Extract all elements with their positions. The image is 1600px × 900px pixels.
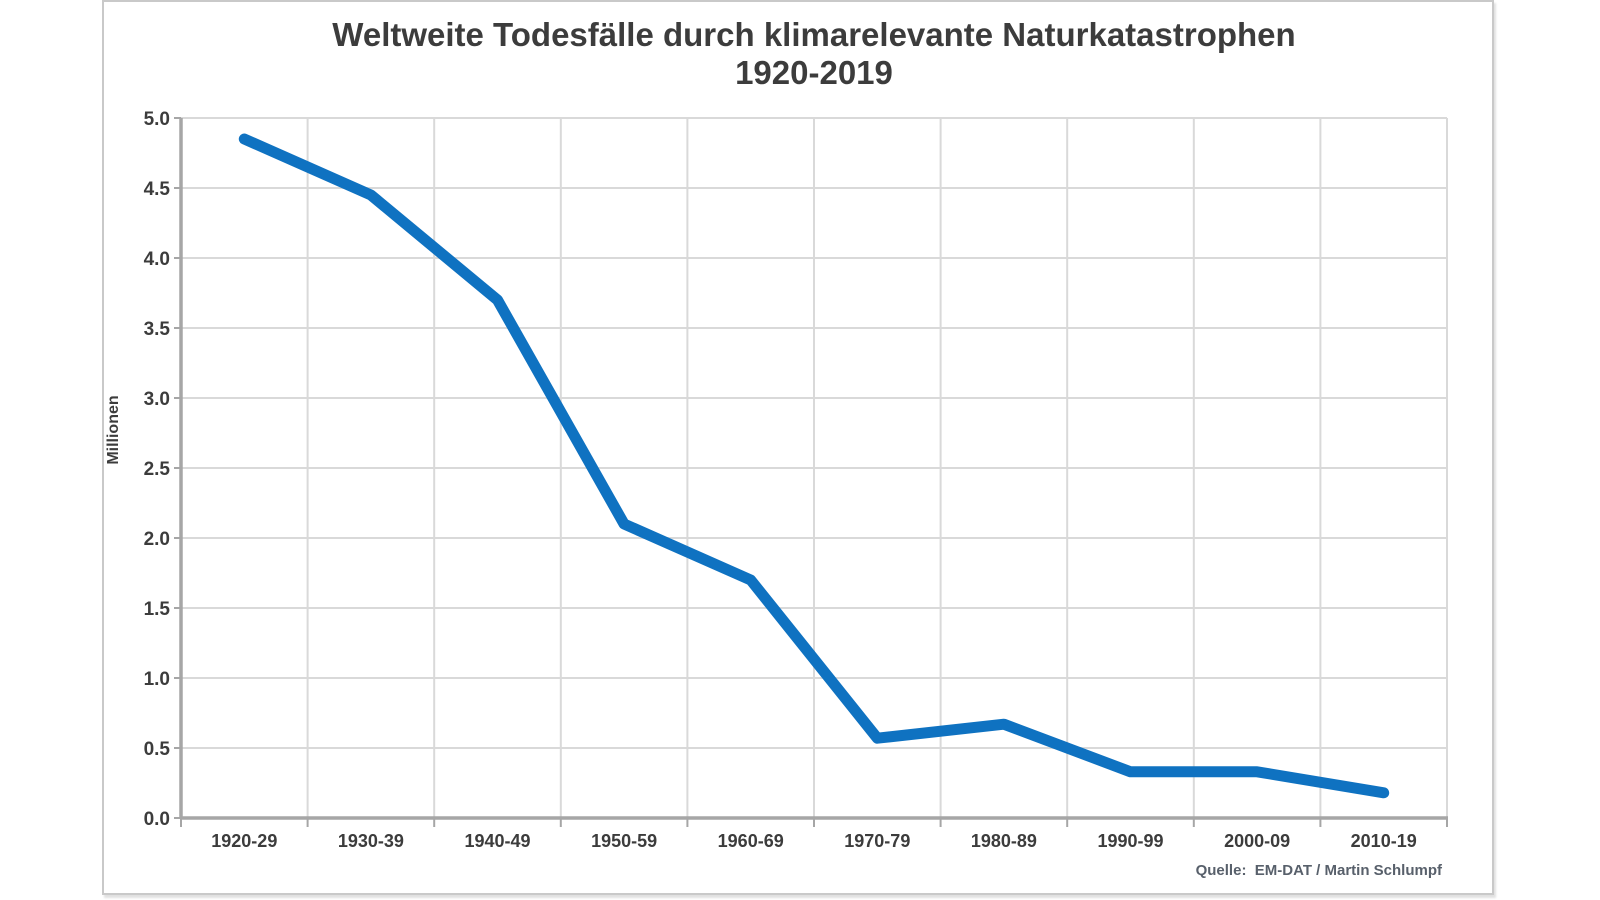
- x-tick-label: 2000-09: [1224, 831, 1290, 851]
- y-tick-label: 0.0: [144, 809, 170, 830]
- y-tick-label: 1.0: [144, 669, 170, 690]
- data-line: [238, 133, 1390, 799]
- x-tick-label: 1980-89: [971, 831, 1037, 851]
- x-tick-label: 1990-99: [1097, 831, 1163, 851]
- chart-title: Weltweite Todesfälle durch klimarelevant…: [332, 16, 1296, 53]
- x-tick-label: 1920-29: [211, 831, 277, 851]
- chart-subtitle: 1920-2019: [735, 54, 893, 91]
- x-tick-label: 1940-49: [464, 831, 530, 851]
- y-tick-label: 3.5: [144, 319, 171, 340]
- y-tick-label: 5.0: [144, 109, 170, 130]
- y-tick-label: 4.0: [144, 249, 170, 270]
- x-tick-label: 1930-39: [338, 831, 404, 851]
- x-tick-label: 2010-19: [1351, 831, 1417, 851]
- y-tick-label: 2.5: [144, 459, 171, 480]
- x-tick-label: 1970-79: [844, 831, 910, 851]
- chart-title-block: Weltweite Todesfälle durch klimarelevant…: [181, 16, 1447, 92]
- y-tick-label: 0.5: [144, 739, 171, 760]
- source-note: Quelle: EM-DAT / Martin Schlumpf: [1195, 862, 1442, 879]
- x-tick-labels: 1920-29 1930-39 1940-49 1950-59 1960-69 1970-…: [211, 831, 1416, 851]
- y-tick-label: 2.0: [144, 529, 170, 550]
- chart-frame: [102, 0, 1494, 895]
- data-series: [238, 133, 1390, 799]
- y-tick-label: 4.5: [144, 179, 171, 200]
- x-tick-label: 1960-69: [718, 831, 784, 851]
- x-tick-label: 1950-59: [591, 831, 657, 851]
- y-tick-label: 1.5: [144, 599, 171, 620]
- y-axis-title: Millionen: [105, 395, 122, 464]
- y-tick-labels: 0.0 0.5 1.0 1.5 2.0 2.5 3.0 3.5 4.0 4.5 5.0: [144, 109, 171, 830]
- tick-marks: [174, 117, 1448, 827]
- y-axis-label: Millionen: [105, 395, 122, 464]
- y-tick-label: 3.0: [144, 389, 170, 410]
- gridlines: [181, 117, 1448, 818]
